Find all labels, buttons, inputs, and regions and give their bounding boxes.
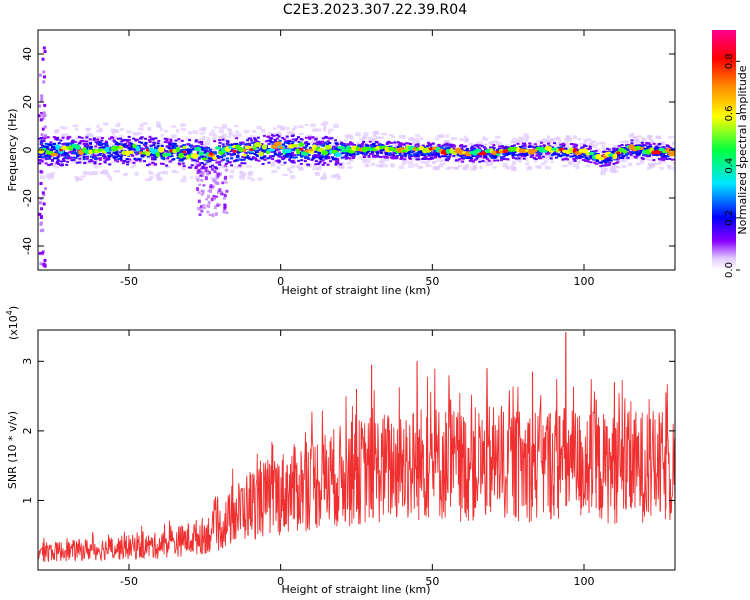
spectrogram-y-tick-label: -20 <box>21 189 34 207</box>
colorbar-tick-label: 0.4 <box>724 158 735 174</box>
spectrogram-x-tick-label: 50 <box>425 275 439 288</box>
snr-axes: -50 0 50 100 1 2 3 <box>21 330 675 588</box>
colorbar-axis: 0.0 0.2 0.4 0.6 0.8 <box>724 53 740 278</box>
colorbar-tick-label: 0.0 <box>724 262 735 278</box>
snr-series-line <box>38 332 675 562</box>
snr-y-tick-label: 2 <box>21 427 34 434</box>
snr-y-tick-label: 1 <box>21 497 34 504</box>
snr-x-axis-label: Height of straight line (km) <box>281 583 430 596</box>
spectrogram-axes: -50 0 50 100 -40 -20 0 20 40 <box>21 30 675 288</box>
snr-y-axis-label: SNR (10 * v/v) <box>6 411 19 489</box>
spectrogram-y-axis-label: Frequency (Hz) <box>6 109 19 192</box>
colorbar <box>712 30 736 270</box>
colorbar-tick-label: 0.6 <box>724 106 735 122</box>
snr-y-tick-label: 3 <box>21 358 34 365</box>
colorbar-label: Normalized spectral amplitude <box>736 65 749 234</box>
snr-x-tick-label: 50 <box>425 575 439 588</box>
snr-multiplier-exponent: 4 <box>5 310 14 315</box>
spectrogram-y-tick-label: 20 <box>21 95 34 109</box>
snr-multiplier-suffix: ) <box>7 306 20 310</box>
snr-x-tick-label: -50 <box>120 575 138 588</box>
snr-x-tick-label: 100 <box>574 575 595 588</box>
spectrogram-y-tick-label: 40 <box>21 47 34 61</box>
spectrogram-y-tick-label: 0 <box>21 147 34 154</box>
svg-text:(x104): (x104) <box>5 306 20 340</box>
figure-title: C2E3.2023.307.22.39.R04 <box>282 2 468 18</box>
snr-plot <box>38 332 675 562</box>
snr-multiplier: (x104) <box>5 306 20 340</box>
spectrogram-x-tick-label: -50 <box>120 275 138 288</box>
spectrogram-x-axis-label: Height of straight line (km) <box>281 284 430 297</box>
snr-x-tick-label: 0 <box>277 575 284 588</box>
spectrogram-y-tick-label: -40 <box>21 237 34 255</box>
spectrogram-x-tick-label: 0 <box>277 275 284 288</box>
spectrogram-plot <box>38 46 675 268</box>
colorbar-tick-label: 0.2 <box>724 210 735 226</box>
snr-multiplier-prefix: (x10 <box>7 315 20 340</box>
spectrogram-x-tick-label: 100 <box>574 275 595 288</box>
colorbar-tick-label: 0.8 <box>724 53 735 69</box>
snr-frame <box>37 329 676 571</box>
